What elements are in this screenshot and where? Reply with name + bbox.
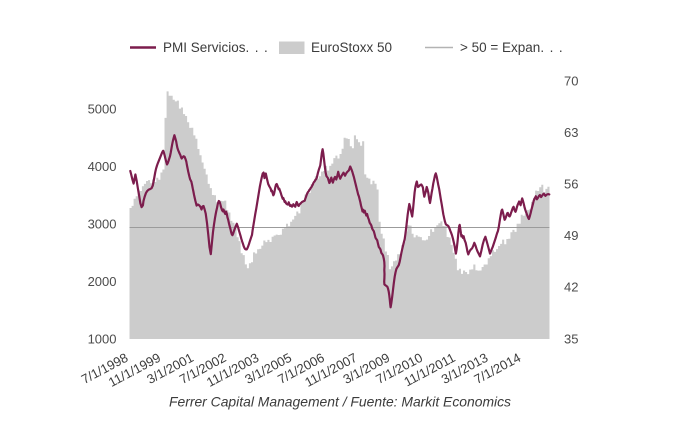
svg-text:5000: 5000 [88, 102, 117, 117]
svg-text:> 50 = Expan...: > 50 = Expan... [460, 40, 568, 55]
svg-text:2000: 2000 [88, 274, 117, 289]
svg-text:4000: 4000 [88, 159, 117, 174]
svg-text:49: 49 [564, 228, 578, 243]
svg-text:Ferrer Capital Management / Fu: Ferrer Capital Management / Fuente: Mark… [169, 394, 511, 410]
svg-text:42: 42 [564, 280, 578, 295]
svg-text:63: 63 [564, 125, 578, 140]
svg-text:PMI Servicios...: PMI Servicios... [163, 40, 273, 55]
svg-text:70: 70 [564, 74, 578, 89]
svg-text:56: 56 [564, 177, 578, 192]
svg-text:1000: 1000 [88, 332, 117, 347]
svg-text:EuroStoxx 50: EuroStoxx 50 [311, 40, 392, 55]
svg-text:3000: 3000 [88, 217, 117, 232]
svg-text:35: 35 [564, 332, 578, 347]
